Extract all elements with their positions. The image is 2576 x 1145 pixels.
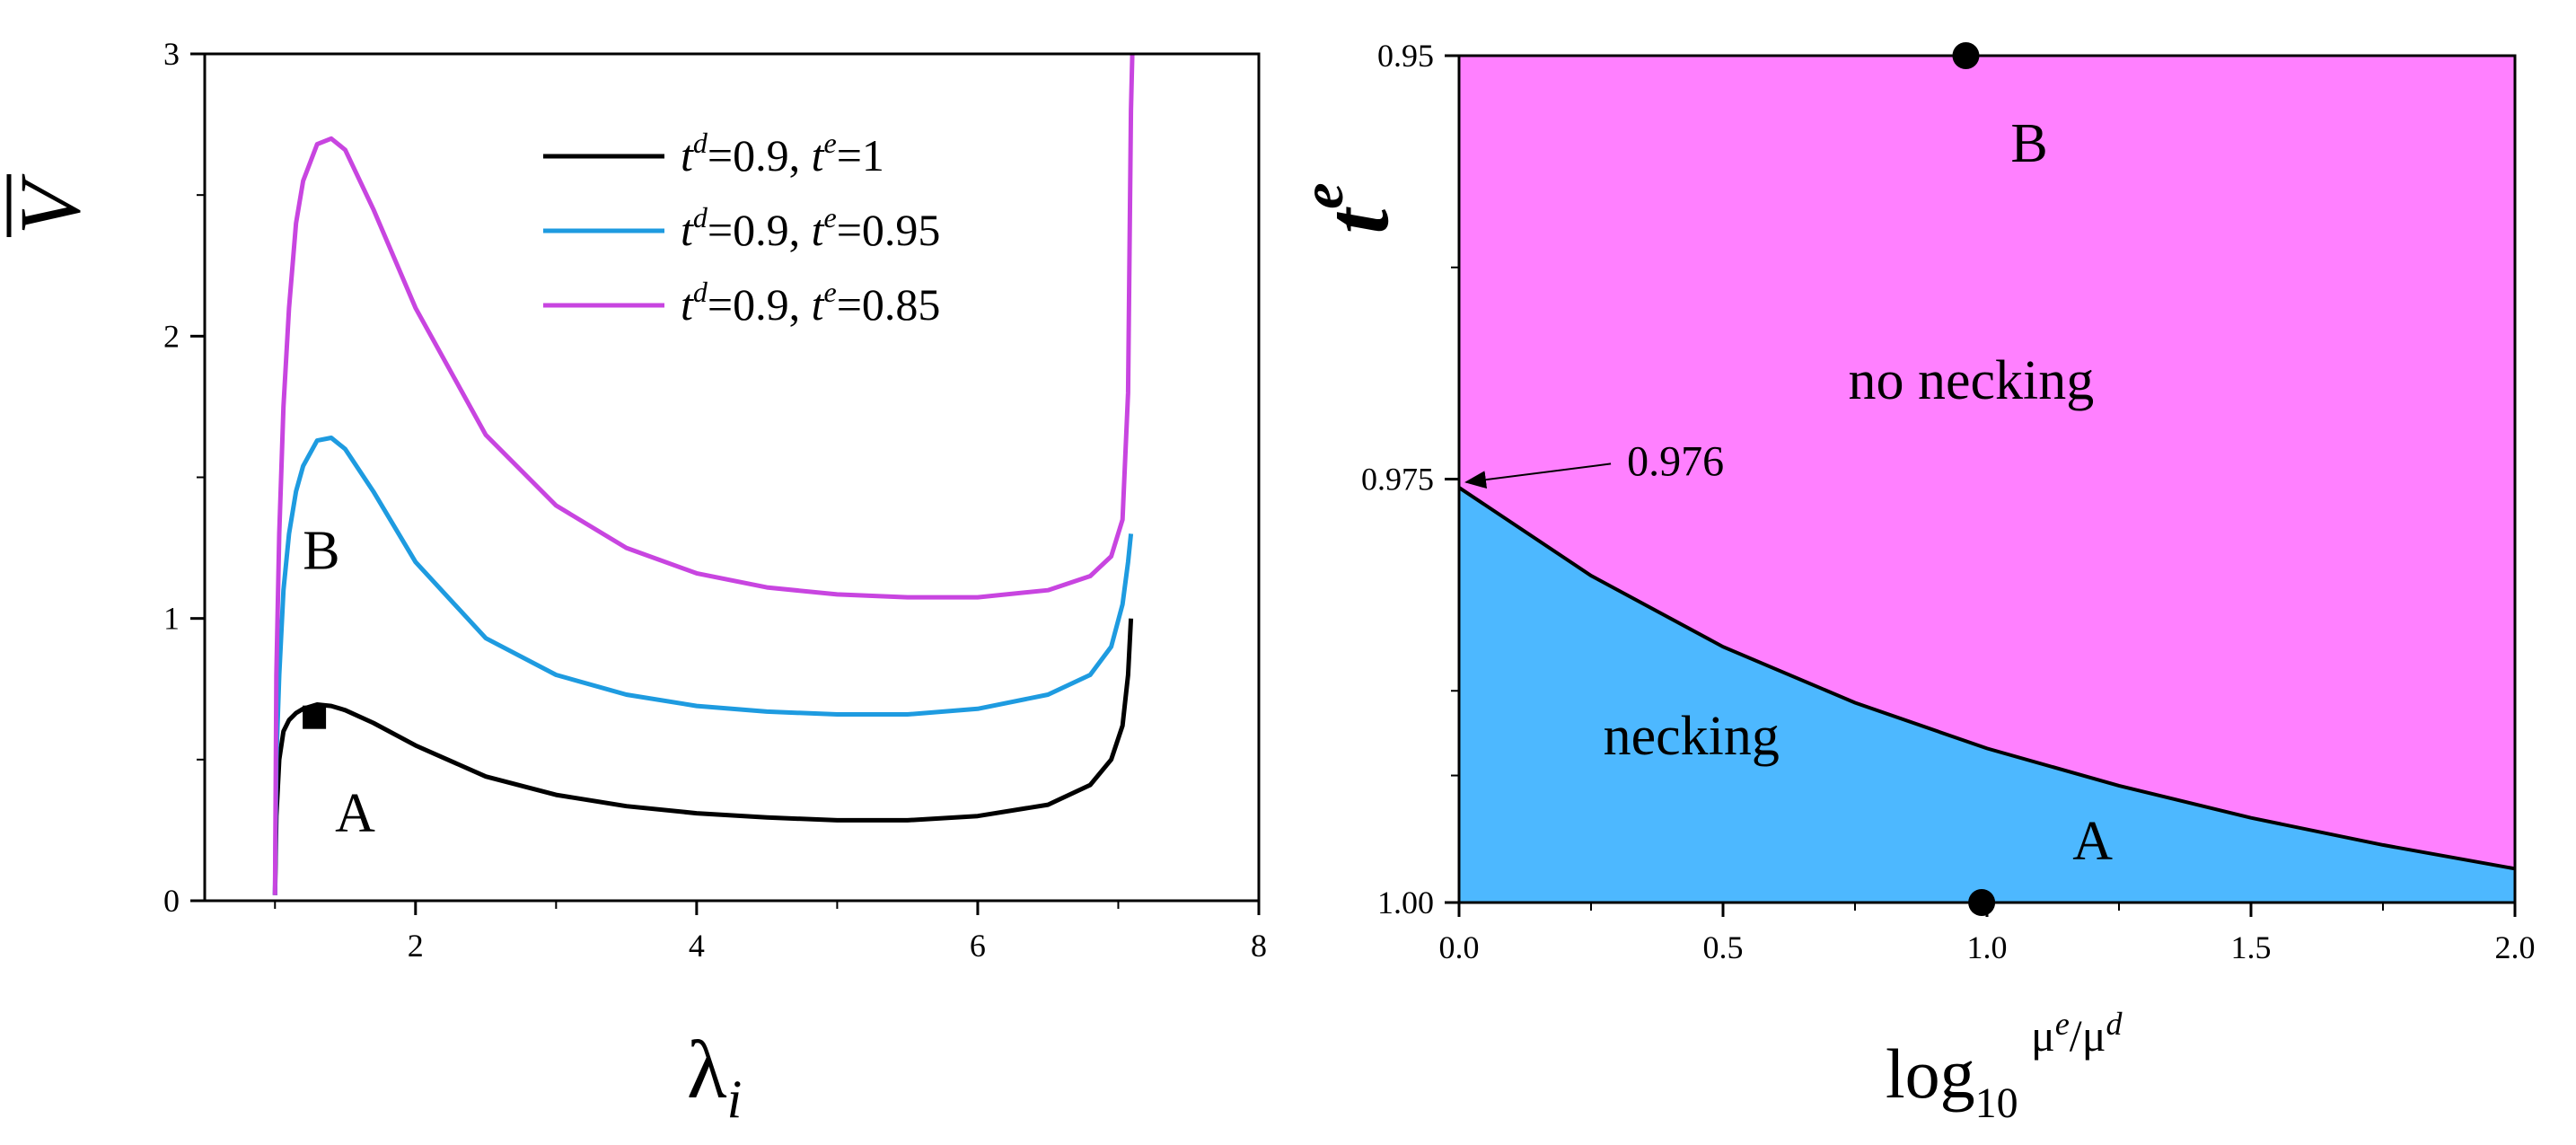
series-line-1 [272,436,1134,895]
label-region-a-right: A [2072,811,2113,872]
boundary-curve [1457,486,2516,871]
right-chart: 0.0 0.5 1.0 1.5 2.0 0.95 0.975 1.00 B no neckin… [1290,38,2536,1127]
intercept-arrow [1464,462,1612,489]
state-point-0 [1952,42,1980,69]
legend: td=0.9, te=1 td=0.9, te=0.95 td=0.9, te=… [543,127,940,330]
x-tick-label: 2.0 [2495,929,2536,965]
left-y-axis-label: V [2,173,98,237]
y-tick-label: 0.975 [1361,462,1434,498]
legend-label-2: td=0.9, te=0.85 [681,276,940,330]
x-tick-label: 4 [689,928,705,964]
left-chart: 2 4 6 8 0 1 2 3 B A td=0.9, te=1 td=0.9, te=0.9… [2,36,1267,1129]
right-points [1952,42,1996,916]
left-ticks: 2 4 6 8 0 1 2 3 [163,36,1267,964]
legend-label-0: td=0.9, te=1 [681,127,884,181]
y-tick-label: 0.95 [1377,38,1434,74]
x-tick-label: 1.5 [2231,929,2272,965]
right-y-axis-label: te [1290,182,1407,233]
label-intercept-value: 0.976 [1627,437,1724,485]
square-marker [303,705,327,729]
label-region-b-right: B [2010,113,2047,174]
x-tick-label: 2 [408,928,424,964]
y-tick-label: 1.00 [1377,885,1434,920]
state-point-1 [1968,889,1996,916]
label-necking: necking [1604,706,1780,767]
region-necking [1459,487,2515,903]
y-tick-label: 1 [163,601,180,637]
left-x-axis-label: λi [687,1024,742,1129]
label-no-necking: no necking [1848,350,2094,411]
y-tick-label: 0 [163,883,180,919]
y-tick-label: 3 [163,36,180,72]
x-tick-label: 1.0 [1967,929,2008,965]
series-line-0 [272,618,1134,895]
right-ticks: 0.0 0.5 1.0 1.5 2.0 0.95 0.975 1.00 [1361,38,2536,965]
y-tick-label: 2 [163,318,180,354]
right-x-axis-label: log10 [1886,1035,2018,1127]
y-label-v: V [2,173,98,234]
right-x-axis-label-exponent: μe/μd [2031,1006,2123,1061]
svg-text:te: te [1290,182,1407,233]
x-tick-label: 6 [970,928,986,964]
left-series-layer [272,53,1135,895]
x-tick-label: 0.5 [1703,929,1744,965]
series-line-2 [272,53,1135,895]
label-region-a: A [335,783,375,844]
legend-label-1: td=0.9, te=0.95 [681,201,940,255]
x-tick-label: 8 [1251,928,1267,964]
label-region-b: B [303,521,339,582]
x-tick-label: 0.0 [1439,929,1480,965]
